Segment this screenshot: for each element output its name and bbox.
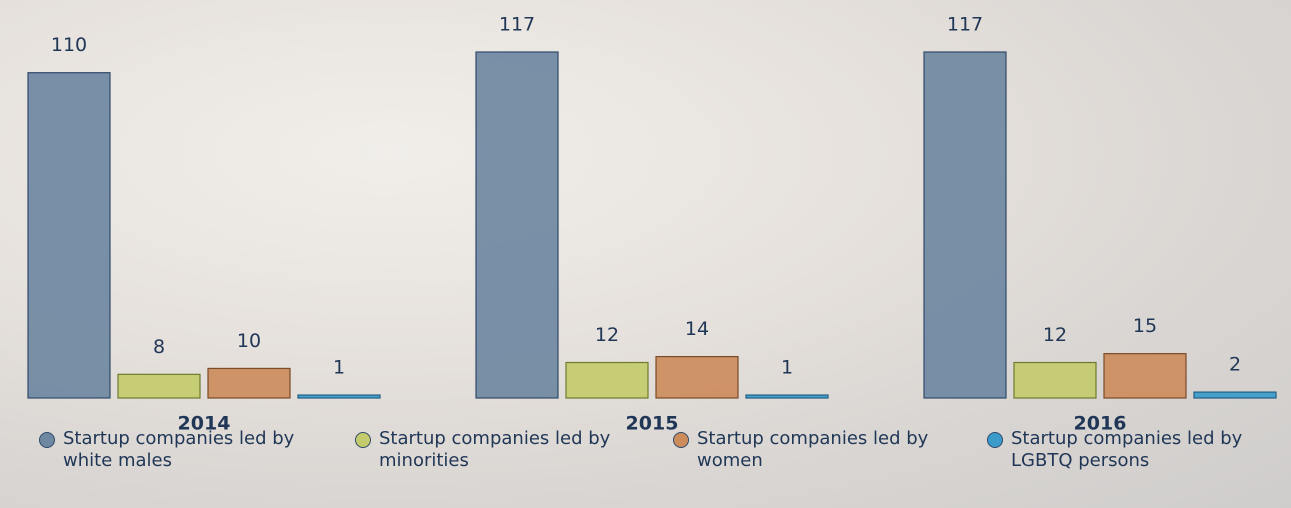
legend-item: Startup companies led by women <box>673 428 943 472</box>
bar <box>117 373 201 399</box>
bar <box>207 367 291 399</box>
legend-item: Startup companies led by LGBTQ persons <box>987 428 1257 472</box>
data-label: 2 <box>1229 354 1241 376</box>
data-label: 12 <box>1043 324 1067 346</box>
data-label: 117 <box>499 14 535 36</box>
x-tick-label: 2014 <box>178 413 231 435</box>
x-tick-label: 2016 <box>1074 413 1127 435</box>
legend-swatch <box>355 432 371 448</box>
bar <box>1013 361 1097 399</box>
legend-label: Startup companies led by minorities <box>379 428 611 471</box>
bar <box>655 355 739 399</box>
legend-swatch <box>39 432 55 448</box>
bar <box>1103 353 1187 399</box>
data-label: 8 <box>153 336 165 358</box>
legend-label: Startup companies led by women <box>697 428 929 471</box>
bar <box>27 72 111 399</box>
legend-label: Startup companies led by white males <box>63 428 295 471</box>
data-label: 1 <box>781 357 793 379</box>
bar <box>475 51 559 399</box>
bar <box>297 394 381 399</box>
bar <box>745 394 829 399</box>
data-label: 110 <box>51 34 87 56</box>
data-label: 117 <box>947 14 983 36</box>
data-label: 1 <box>333 357 345 379</box>
legend-label: Startup companies led by LGBTQ persons <box>1011 428 1243 471</box>
legend-swatch <box>673 432 689 448</box>
legend-item: Startup companies led by white males <box>39 428 309 472</box>
bar <box>1193 391 1277 399</box>
data-label: 12 <box>595 324 619 346</box>
bar <box>923 51 1007 399</box>
legend-swatch <box>987 432 1003 448</box>
x-tick-label: 2015 <box>626 413 679 435</box>
data-label: 14 <box>685 318 709 340</box>
bar <box>565 361 649 399</box>
data-label: 15 <box>1133 315 1157 337</box>
legend-item: Startup companies led by minorities <box>355 428 625 472</box>
data-label: 10 <box>237 330 261 352</box>
